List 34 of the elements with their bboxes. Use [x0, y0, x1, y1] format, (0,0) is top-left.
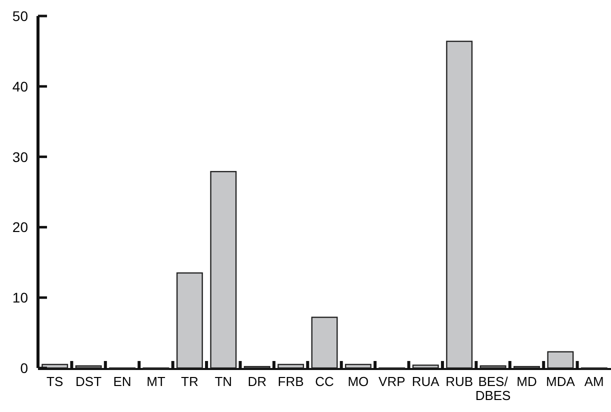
bar — [547, 351, 574, 369]
y-tick-label: 30 — [12, 148, 28, 165]
bar — [311, 316, 338, 369]
x-tick-label: TR — [181, 374, 198, 389]
x-tick-label: MT — [146, 374, 166, 389]
bar — [75, 365, 102, 369]
y-tick-label: 50 — [12, 8, 28, 24]
x-tick-label: TN — [214, 374, 232, 389]
bar — [210, 170, 237, 369]
x-tick-label: AM — [584, 374, 604, 389]
x-tick-label: VRP — [378, 374, 406, 389]
bar — [412, 364, 439, 369]
x-tick-label: RUB — [446, 374, 474, 389]
x-tick-label: FRB — [278, 374, 304, 389]
x-tick-label: MD — [516, 374, 537, 389]
x-tick-label: CC — [315, 374, 334, 389]
bar — [278, 364, 304, 369]
x-tick-label: DST — [76, 374, 102, 389]
x-tick-label: MO — [348, 374, 369, 389]
x-tick-label: RUA — [412, 374, 440, 389]
bar — [176, 272, 203, 369]
x-tick-label: TS — [46, 374, 64, 389]
bar — [446, 40, 473, 369]
bar — [42, 364, 68, 369]
x-tick-label: EN — [113, 374, 132, 389]
y-tick-label: 40 — [12, 78, 28, 94]
bar — [480, 365, 506, 369]
x-tick-label: BES/ DBES — [475, 374, 512, 403]
y-tick-label: 10 — [12, 290, 28, 306]
y-tick-label: 20 — [12, 219, 28, 236]
x-tick-label: DR — [248, 374, 266, 389]
x-tick-label: MDA — [546, 374, 576, 389]
y-tick-label: 0 — [20, 360, 28, 376]
bar — [344, 364, 372, 369]
